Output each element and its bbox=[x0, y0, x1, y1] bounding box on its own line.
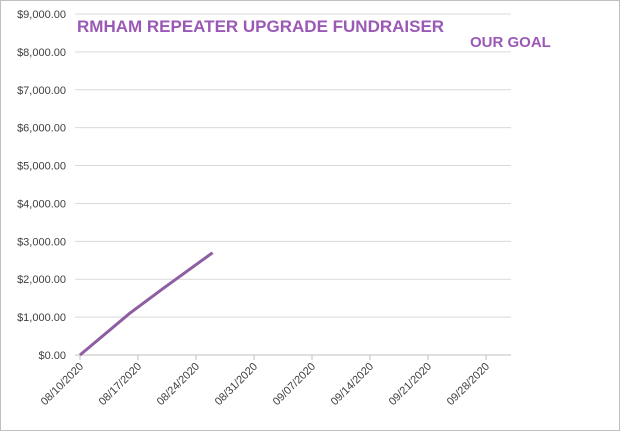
annotation: OUR GOAL bbox=[470, 34, 551, 51]
y-tick-label: $7,000.00 bbox=[17, 85, 66, 97]
y-tick-label: $1,000.00 bbox=[17, 312, 66, 324]
y-tick-label: $4,000.00 bbox=[17, 198, 66, 210]
data-line bbox=[79, 251, 214, 357]
y-tick-label: $6,000.00 bbox=[17, 123, 66, 135]
y-tick-label: $2,000.00 bbox=[17, 274, 66, 286]
y-tick-label: $3,000.00 bbox=[17, 236, 66, 248]
y-tick-label: $9,000.00 bbox=[17, 9, 66, 21]
y-tick-label: $8,000.00 bbox=[17, 47, 66, 59]
y-tick-label: $5,000.00 bbox=[17, 161, 66, 173]
chart-title: RMHAM REPEATER UPGRADE FUNDRAISER bbox=[77, 17, 444, 36]
y-tick-label: $0.00 bbox=[38, 350, 66, 362]
